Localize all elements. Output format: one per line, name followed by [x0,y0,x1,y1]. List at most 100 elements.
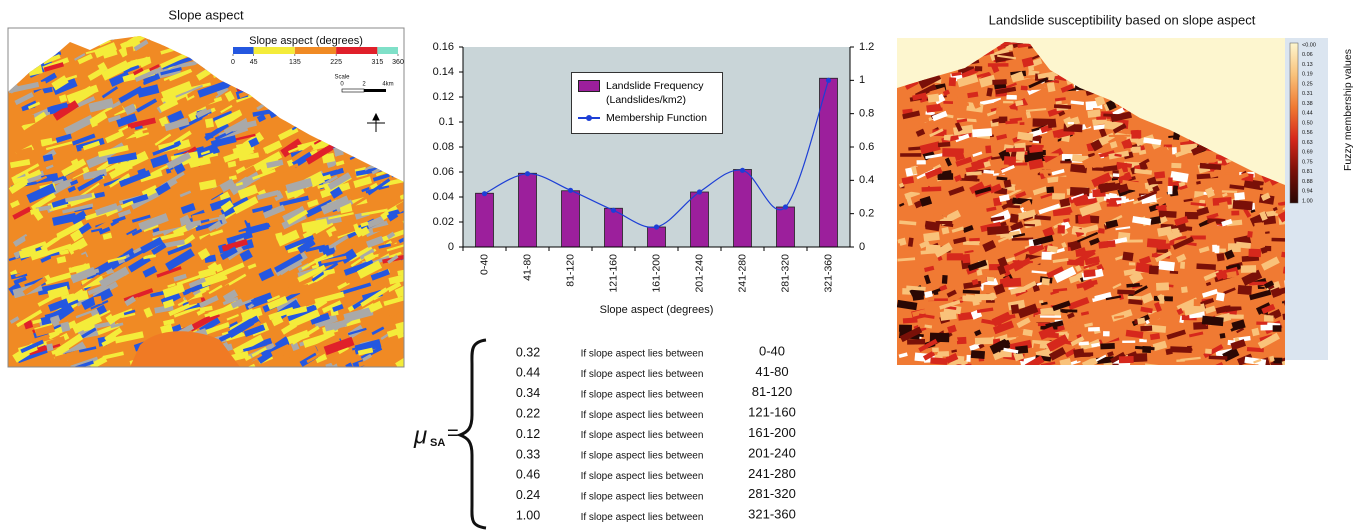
terrain-patch [938,142,951,147]
terrain-patch [1087,109,1100,118]
equation-value: 0.12 [516,427,540,441]
x-tick-label: 161-200 [650,254,662,293]
terrain-patch [1168,177,1172,186]
equation-rows: 0.32If slope aspect lies between0-400.44… [516,343,796,522]
y-tick-label: 0.08 [433,141,454,153]
figure: Slope aspect Slope aspect (degrees) 0451… [0,0,1361,530]
terrain-patch [403,78,427,95]
terrain-patch [1234,192,1245,200]
legend-entry: Landslide Frequency (Landslides/km2) [578,79,716,107]
terrain-patch [932,348,939,353]
terrain-patch [1217,253,1225,261]
equation-range: 121-160 [748,405,796,420]
terrain-patch [942,275,948,284]
equation-value: 0.34 [516,386,540,400]
terrain-patch [1004,156,1016,165]
colorbar-label: 0.19 [1302,72,1313,78]
bar [476,193,494,247]
x-tick-label: 321-360 [822,254,834,293]
colorbar-label: 0.06 [1302,52,1313,58]
x-tick-label: 81-120 [564,254,576,287]
terrain-patch [1209,355,1228,359]
terrain-patch [1033,343,1040,351]
terrain-patch [907,339,925,345]
terrain-patch [1039,300,1043,303]
terrain-patch [906,120,920,130]
legend-swatch [233,47,254,54]
bar [562,191,580,247]
equation-range: 321-360 [748,507,796,522]
terrain-patch [1265,246,1271,251]
terrain-patch [403,215,423,228]
terrain-patch [402,297,429,310]
terrain-patch [1149,265,1159,274]
terrain-patch [930,357,947,365]
terrain-patch [949,77,956,86]
terrain-patch [1261,325,1275,331]
scale-bar [364,89,386,92]
terrain-patch [1140,326,1152,332]
terrain-patch [1147,238,1166,248]
equation-condition: If slope aspect lies between [581,491,704,502]
equation-condition: If slope aspect lies between [581,369,704,380]
terrain-patch [1042,278,1050,285]
x-tick-label: 121-160 [607,254,619,293]
colorbar-label: 0.25 [1302,81,1313,87]
y-tick-label: 0.16 [433,41,454,53]
legend-key [578,112,600,124]
terrain-patch [1247,231,1253,238]
terrain-patch [94,296,103,305]
colorbar [1290,43,1298,203]
equation-value: 0.24 [516,488,540,502]
terrain-patch [975,66,982,71]
colorbar-label: 0.31 [1302,91,1313,97]
equation-range: 281-320 [748,486,796,501]
line-marker [525,171,530,176]
terrain-patch [943,213,948,218]
terrain-patch [922,187,942,192]
colorbar-label: 0.75 [1302,159,1313,165]
equation-value: 0.32 [516,345,540,359]
equation-operator: = [447,422,459,444]
y2-tick-label: 0.8 [859,108,874,120]
colorbar-label: 0.69 [1302,150,1313,156]
y-tick-label: 0.1 [439,116,454,128]
terrain-patch [969,238,980,241]
terrain-patch [971,350,985,359]
equation-range: 161-200 [748,425,796,440]
y2-tick-label: 0.6 [859,141,874,153]
colorbar-label: 0.81 [1302,169,1313,175]
terrain-patch [986,277,994,282]
x-axis-title: Slope aspect (degrees) [600,304,714,316]
terrain-patch [404,42,417,53]
terrain-patch [1273,325,1282,332]
x-tick-label: 41-80 [521,254,533,281]
terrain-patch [917,160,926,164]
terrain-patch [1230,302,1246,307]
terrain-patch [1006,148,1025,152]
terrain-patch [1052,193,1065,199]
terrain-patch [1219,201,1229,211]
line-marker [654,224,659,229]
equation-range: 0-40 [759,343,785,358]
terrain-patch [1113,173,1119,177]
y2-tick-label: 0 [859,241,865,253]
terrain-patch [1264,315,1274,321]
terrain-patch [1062,309,1068,313]
terrain-patch [1128,296,1142,300]
equation-value: 1.00 [516,508,540,522]
left-map-title: Slope aspect [168,7,244,22]
terrain-patch [1107,204,1119,207]
line-marker [740,168,745,173]
legend-swatch [377,47,398,54]
terrain-patch [404,144,425,154]
bar [734,170,752,248]
scale-title: Scale [334,75,350,81]
terrain-patch [1129,262,1135,265]
terrain-patch [962,254,970,263]
legend-tick-label: 135 [289,59,301,66]
legend-tick-label: 360 [392,59,404,66]
terrain-patch [1273,358,1282,364]
terrain-patch [1088,290,1095,299]
terrain-patch [1020,122,1025,125]
